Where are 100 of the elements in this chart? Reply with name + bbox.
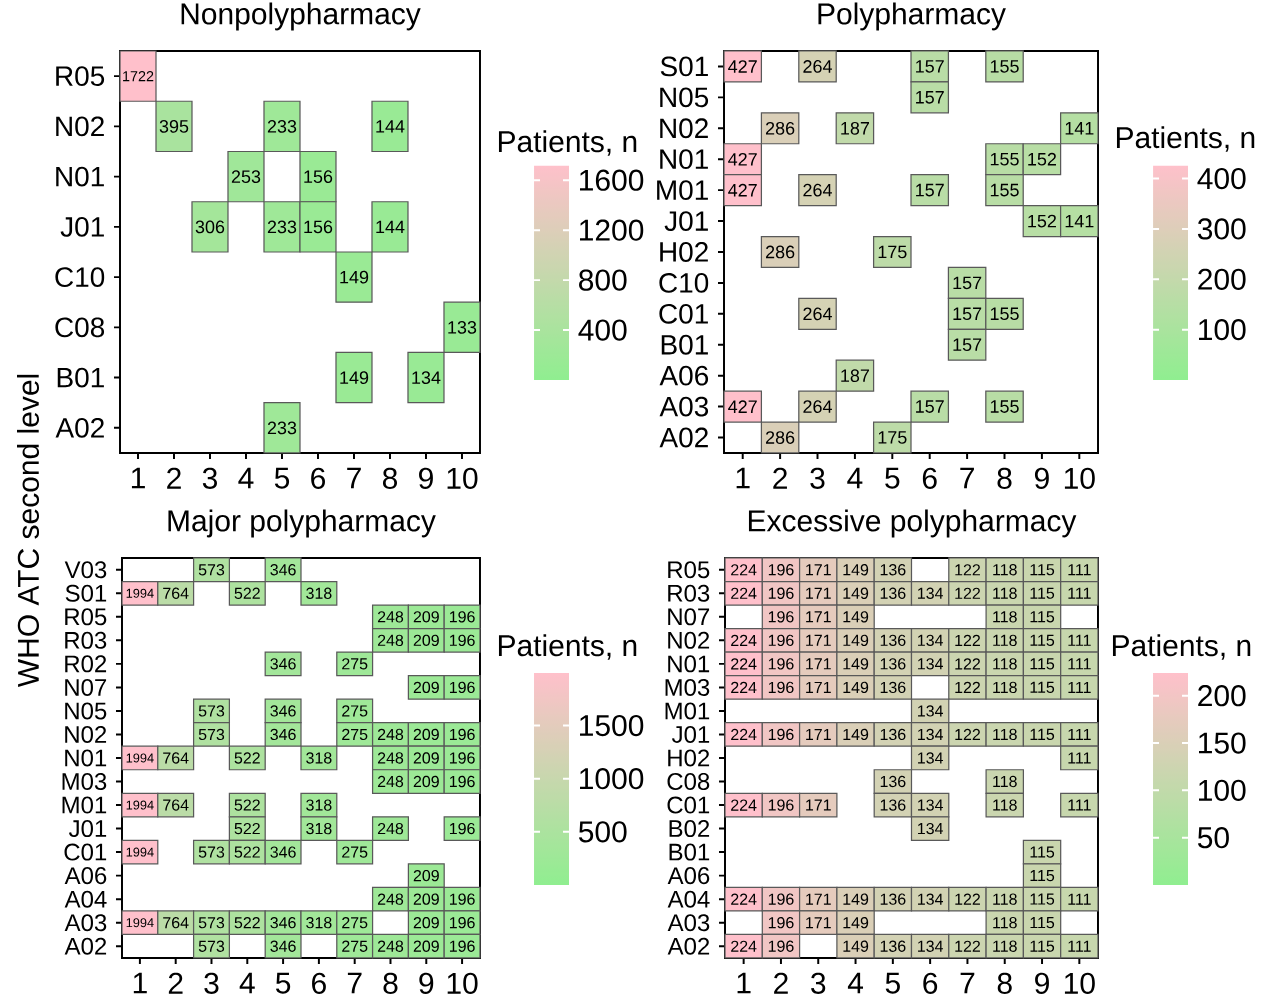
data-label: 171 [806, 587, 831, 599]
y-tick-label: A04 [64, 890, 107, 908]
data-label: 134 [918, 940, 944, 952]
data-label: 196 [768, 658, 794, 670]
data-label: 196 [449, 634, 475, 646]
y-tick-label: R02 [65, 655, 107, 673]
data-label: 115 [1030, 611, 1055, 623]
x-tick-label: 9 [419, 972, 434, 994]
data-label: 224 [731, 587, 757, 599]
y-tick-label: N01 [56, 166, 104, 187]
data-label: 196 [768, 893, 794, 905]
x-tick-label: 10 [1064, 467, 1095, 489]
data-label: 111 [1068, 634, 1091, 646]
x-tick-label: 8 [997, 972, 1012, 994]
data-label: 764 [163, 587, 189, 599]
data-label: 134 [918, 705, 944, 717]
data-label: 115 [1030, 893, 1055, 905]
data-label: 149 [340, 270, 369, 284]
data-label: 573 [198, 940, 225, 952]
data-label: 122 [955, 658, 980, 670]
data-label: 136 [880, 728, 906, 741]
color-bar-label: 300 [1197, 218, 1246, 240]
y-tick-label: J01 [664, 211, 708, 231]
data-label: 118 [993, 917, 1017, 929]
data-label: 156 [304, 220, 333, 234]
data-label: 141 [1065, 122, 1094, 135]
data-label: 306 [195, 220, 225, 234]
x-tick-label: 10 [447, 972, 478, 994]
data-label: 149 [843, 587, 869, 599]
data-label: 171 [806, 681, 831, 693]
data-label: 196 [449, 822, 475, 835]
data-label: 118 [993, 611, 1017, 623]
y-tick-label: A02 [55, 417, 104, 438]
data-label: 233 [267, 220, 297, 234]
data-label: 1994 [126, 588, 154, 598]
y-tick-label: A06 [667, 867, 710, 885]
data-label: 286 [765, 431, 795, 444]
data-label: 1994 [126, 918, 154, 928]
data-label: 122 [955, 681, 980, 693]
data-label: 111 [1068, 681, 1091, 693]
data-label: 157 [916, 60, 944, 73]
data-label: 209 [413, 940, 439, 952]
data-label: 149 [843, 564, 869, 576]
y-tick-label: S01 [65, 584, 107, 602]
y-tick-label: J01 [60, 216, 104, 237]
y-tick-label: C01 [64, 843, 107, 861]
data-label: 196 [768, 587, 794, 599]
data-label: 233 [267, 120, 297, 133]
color-bar-title: Patients, n [498, 634, 637, 660]
y-tick-label: A04 [667, 890, 710, 908]
x-tick-label: 2 [773, 467, 787, 489]
x-tick-label: 7 [347, 972, 362, 994]
data-label: 248 [377, 752, 404, 764]
data-label: 118 [993, 658, 1017, 670]
color-bar-label: 200 [1198, 685, 1246, 707]
data-label: 136 [880, 564, 906, 576]
data-label: 233 [267, 421, 297, 435]
y-tick-label: S01 [660, 56, 708, 77]
data-label: 111 [1068, 728, 1091, 740]
x-tick-label: 4 [847, 467, 863, 489]
data-label: 248 [377, 775, 404, 788]
data-label: 196 [449, 611, 475, 623]
y-tick-label: N02 [668, 631, 710, 649]
data-label: 196 [768, 681, 794, 694]
data-label: 275 [342, 846, 368, 858]
x-tick-label: 7 [960, 972, 975, 994]
color-bar-label: 1200 [580, 219, 644, 241]
x-tick-label: 6 [311, 467, 325, 489]
data-label: 122 [955, 728, 980, 741]
data-label: 118 [993, 634, 1017, 646]
y-tick-label: A02 [667, 937, 710, 955]
color-bar-label: 1500 [580, 714, 644, 737]
data-label: 136 [880, 775, 906, 788]
data-label: 573 [198, 846, 225, 858]
data-label: 196 [768, 611, 794, 623]
data-label: 224 [731, 564, 757, 576]
data-label: 764 [163, 917, 189, 929]
y-tick-label: R05 [668, 561, 710, 579]
data-label: 111 [1068, 893, 1091, 905]
y-tick-label: C01 [659, 303, 708, 324]
data-label: 224 [731, 681, 757, 693]
data-label: 149 [843, 681, 869, 694]
data-label: 196 [449, 728, 475, 741]
data-label: 134 [918, 587, 944, 599]
y-tick-label: N01 [65, 749, 107, 767]
data-label: 157 [953, 276, 982, 290]
data-label: 111 [1068, 799, 1091, 811]
data-label: 346 [270, 564, 296, 576]
data-label: 346 [270, 728, 296, 741]
x-tick-label: 4 [847, 972, 864, 994]
y-tick-label: N02 [56, 116, 104, 137]
x-tick-label: 5 [274, 467, 290, 489]
data-label: 224 [731, 658, 757, 670]
data-label: 171 [806, 658, 831, 670]
data-label: 152 [1028, 152, 1056, 166]
y-tick-label: C10 [55, 267, 105, 288]
y-tick-label: J01 [68, 820, 107, 838]
data-label: 275 [342, 728, 368, 741]
data-label: 115 [1030, 870, 1055, 882]
color-bar-title: Patients, n [498, 130, 637, 156]
